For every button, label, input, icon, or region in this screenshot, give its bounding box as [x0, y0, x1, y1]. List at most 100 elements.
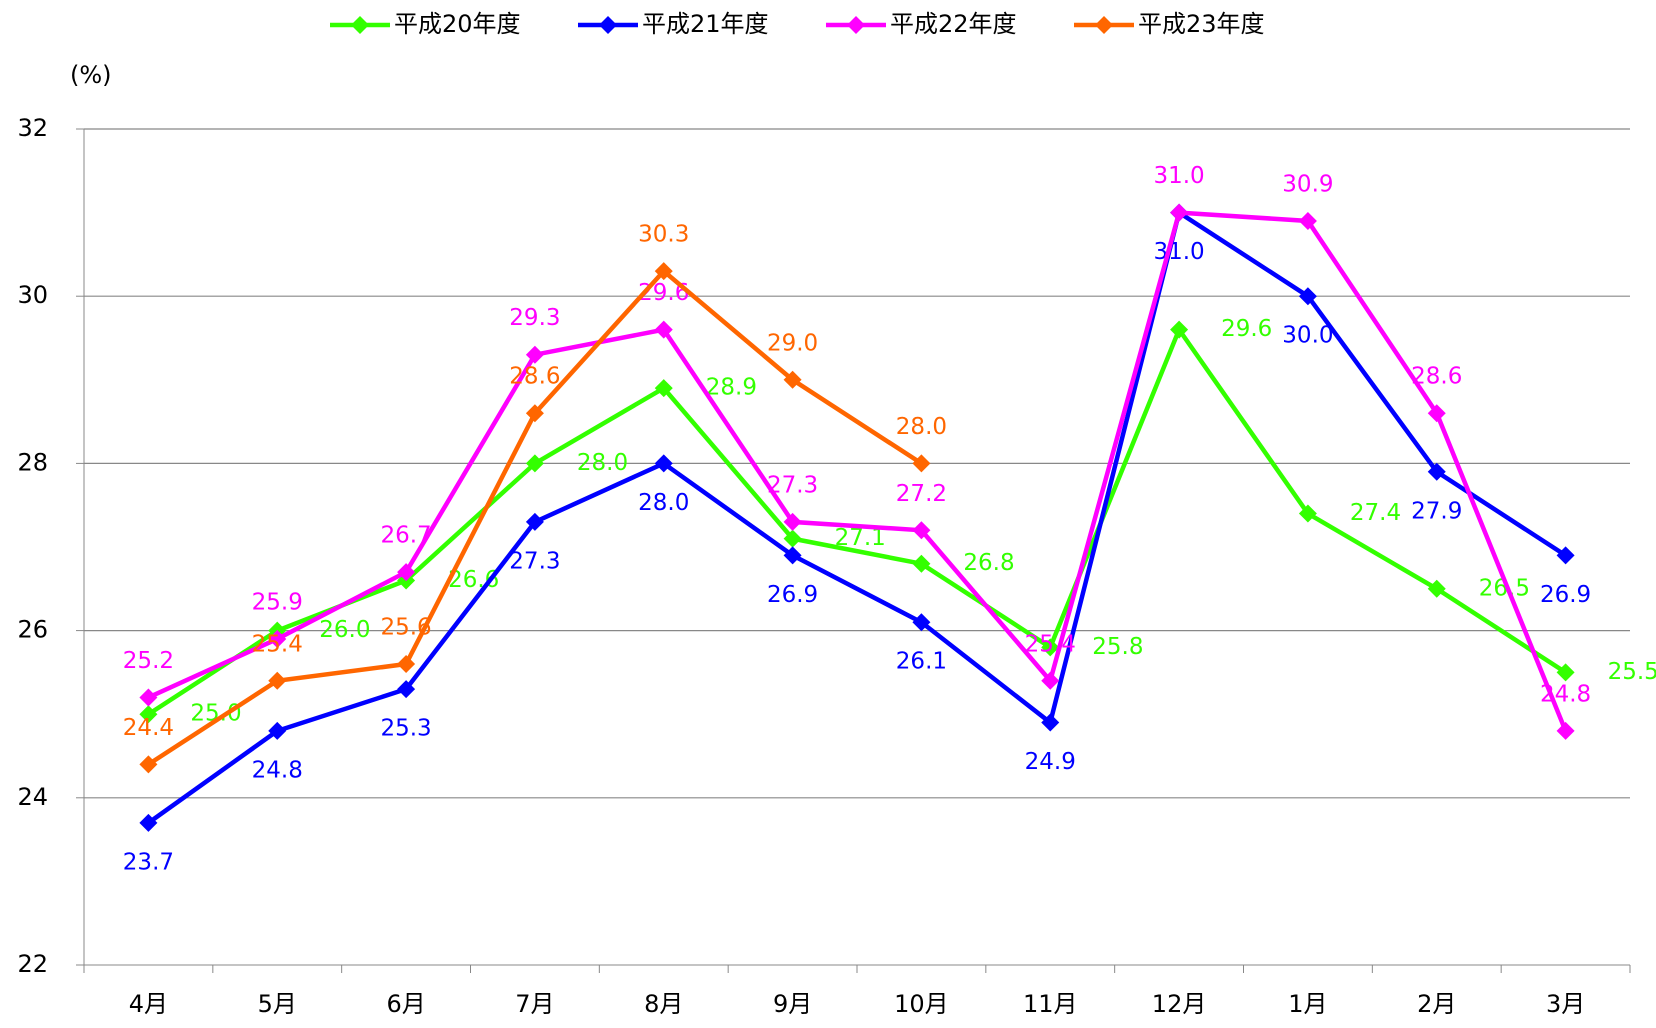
marker [783, 512, 802, 531]
value-label: 28.0 [577, 450, 628, 476]
value-label: 27.9 [1411, 498, 1462, 524]
value-label: 28.6 [1411, 364, 1462, 390]
marker [912, 521, 931, 540]
x-tick-label: 6月 [386, 990, 425, 1018]
marker [1298, 211, 1317, 230]
x-tick-label: 12月 [1152, 990, 1207, 1018]
marker [1041, 671, 1060, 690]
y-tick-label: 26 [17, 616, 48, 644]
marker [783, 529, 802, 548]
x-tick-label: 11月 [1023, 990, 1078, 1018]
marker [1170, 320, 1189, 339]
marker [525, 345, 544, 364]
value-label: 28.6 [509, 364, 560, 390]
marker [654, 262, 673, 281]
marker [783, 370, 802, 389]
y-tick-label: 32 [17, 114, 48, 142]
value-label: 29.0 [767, 330, 818, 356]
y-tick-label: 30 [17, 281, 48, 309]
x-tick-label: 4月 [129, 990, 168, 1018]
x-tick-label: 8月 [644, 990, 683, 1018]
value-label: 26.9 [767, 582, 818, 608]
legend-marker [351, 16, 369, 34]
marker [525, 454, 544, 473]
marker [139, 755, 158, 774]
value-label: 26.7 [380, 523, 431, 549]
marker [1298, 504, 1317, 523]
value-label: 27.3 [509, 548, 560, 574]
value-label: 24.8 [252, 757, 303, 783]
legend-marker [1095, 16, 1113, 34]
marker [139, 705, 158, 724]
value-label: 29.6 [1221, 316, 1272, 342]
value-label: 26.9 [1540, 582, 1591, 608]
value-label: 27.4 [1350, 500, 1401, 526]
marker [397, 655, 416, 674]
legend-label: 平成20年度 [394, 10, 521, 38]
y-tick-label: 28 [17, 448, 48, 476]
value-label: 29.3 [509, 305, 560, 331]
marker [1170, 203, 1189, 222]
x-tick-label: 3月 [1546, 990, 1585, 1018]
marker [1041, 638, 1060, 657]
value-label: 28.0 [638, 490, 689, 516]
marker [1556, 546, 1575, 565]
legend-label: 平成22年度 [890, 10, 1017, 38]
value-label: 25.6 [380, 615, 431, 641]
marker [1427, 404, 1446, 423]
value-label: 25.2 [123, 648, 174, 674]
marker [1556, 721, 1575, 740]
marker [783, 546, 802, 565]
value-label: 30.0 [1282, 323, 1333, 349]
value-label: 25.4 [252, 631, 303, 657]
marker [912, 454, 931, 473]
x-tick-label: 9月 [773, 990, 812, 1018]
value-label: 26.0 [319, 617, 370, 643]
legend-label: 平成23年度 [1138, 10, 1265, 38]
y-tick-label: 22 [17, 950, 48, 978]
series-line [147, 324, 1567, 717]
x-tick-label: 7月 [515, 990, 554, 1018]
value-label: 24.8 [1540, 681, 1591, 707]
value-label: 25.9 [252, 589, 303, 615]
marker [268, 721, 287, 740]
marker [912, 613, 931, 632]
legend-label: 平成21年度 [642, 10, 769, 38]
value-label: 25.5 [1608, 659, 1656, 685]
y-axis-label: (%) [70, 61, 112, 89]
value-label: 28.0 [896, 414, 947, 440]
value-label: 23.7 [123, 849, 174, 875]
value-label: 24.9 [1025, 749, 1076, 775]
marker [912, 554, 931, 573]
x-tick-label: 1月 [1288, 990, 1327, 1018]
value-label: 24.4 [123, 715, 174, 741]
value-label: 25.4 [1025, 631, 1076, 657]
legend-marker [847, 16, 865, 34]
marker [654, 454, 673, 473]
marker [139, 813, 158, 832]
marker [525, 512, 544, 531]
marker [1298, 287, 1317, 306]
value-label: 30.3 [638, 222, 689, 248]
marker [397, 563, 416, 582]
value-label: 31.0 [1153, 163, 1204, 189]
y-tick-label: 24 [17, 783, 48, 811]
value-label: 31.0 [1153, 239, 1204, 265]
value-label: 27.3 [767, 472, 818, 498]
x-tick-label: 2月 [1417, 990, 1456, 1018]
marker [1427, 579, 1446, 598]
series-line [147, 210, 1568, 732]
x-tick-label: 5月 [258, 990, 297, 1018]
x-tick-label: 10月 [894, 990, 949, 1018]
value-label: 28.9 [706, 375, 757, 401]
marker [654, 320, 673, 339]
legend-marker [599, 16, 617, 34]
value-label: 30.9 [1282, 171, 1333, 197]
marker [1041, 713, 1060, 732]
value-label: 25.3 [380, 716, 431, 742]
marker [1556, 663, 1575, 682]
value-label: 27.2 [896, 481, 947, 507]
series-line [147, 209, 1567, 825]
marker [397, 680, 416, 699]
